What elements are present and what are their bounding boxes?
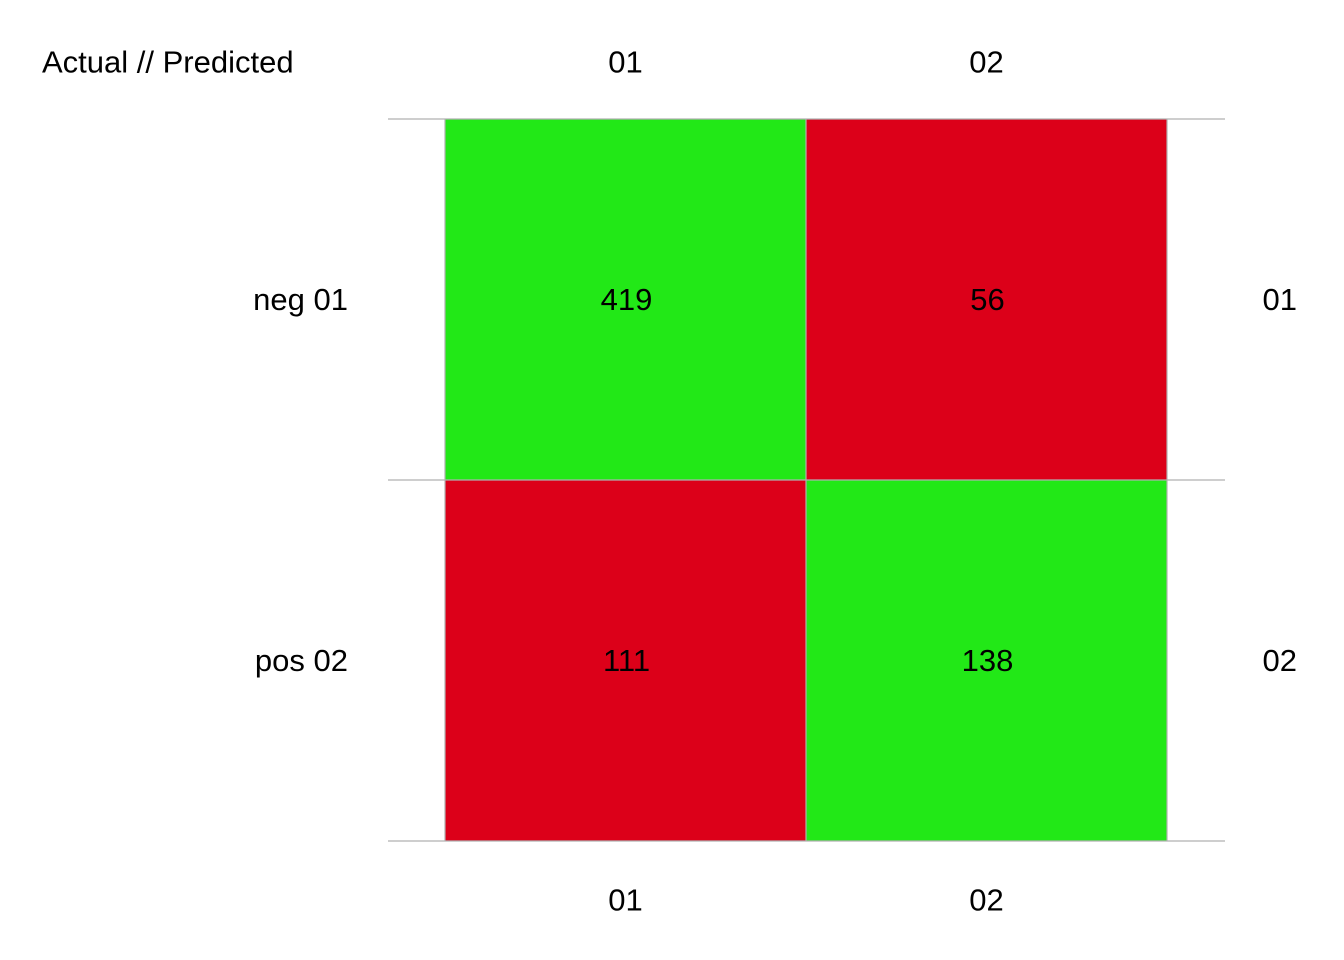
- matrix-cell-r1-c0: [445, 480, 806, 841]
- column-label-top: 01: [608, 45, 642, 80]
- column-label-bottom: 02: [969, 883, 1003, 918]
- matrix-cell-r0-c0: [445, 119, 806, 480]
- matrix-cell-r0-c1: [806, 119, 1167, 480]
- column-label-top: 02: [969, 45, 1003, 80]
- row-label-right: 02: [1263, 643, 1297, 678]
- row-label-right: 01: [1263, 282, 1297, 317]
- row-label-left: pos 02: [255, 643, 348, 678]
- cell-value-label: 138: [962, 643, 1014, 678]
- row-label-left: neg 01: [253, 282, 348, 317]
- column-label-bottom: 01: [608, 883, 642, 918]
- cell-value-label: 56: [970, 282, 1004, 317]
- matrix-cell-r1-c1: [806, 480, 1167, 841]
- corner-label: Actual // Predicted: [42, 45, 294, 80]
- cell-value-label: 419: [601, 282, 653, 317]
- cell-value-label: 111: [603, 643, 650, 678]
